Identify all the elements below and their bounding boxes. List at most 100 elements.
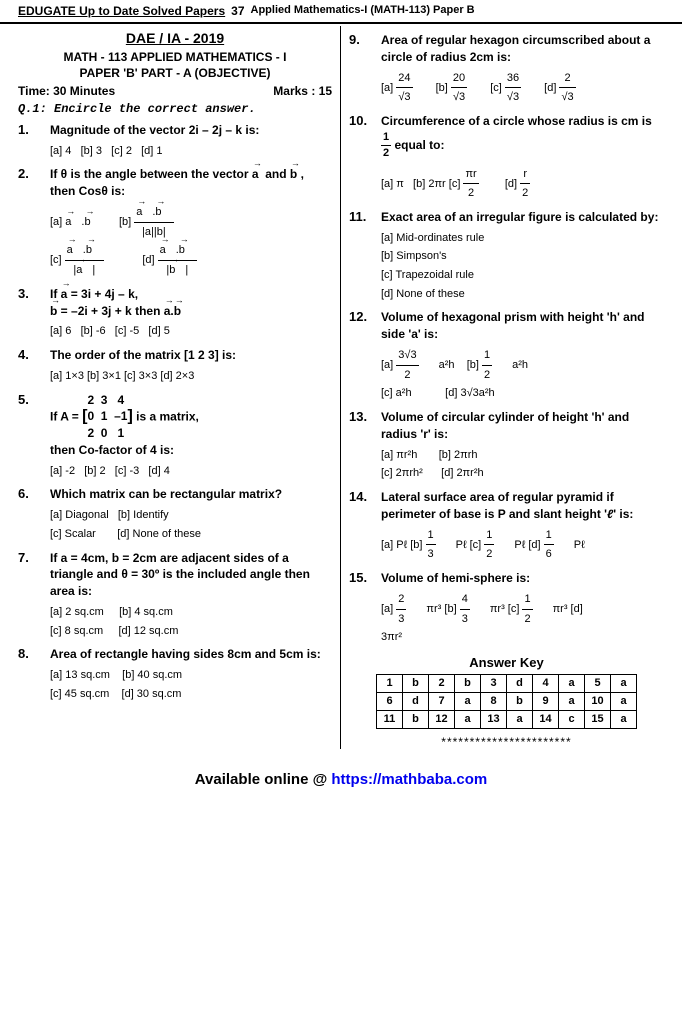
question-options: [a] 4 [b] 3 [c] 2 [d] 1 bbox=[50, 142, 332, 161]
question-options: [a] 1×3 [b] 3×1 [c] 3×3 [d] 2×3 bbox=[50, 367, 332, 386]
exam-title: DAE / IA - 2019 bbox=[18, 30, 332, 46]
answer-cell: 6 bbox=[377, 692, 403, 710]
question-text: Exact area of an irregular figure is cal… bbox=[381, 209, 664, 226]
question-text: Magnitude of the vector 2i – 2j – k is: bbox=[50, 122, 332, 139]
answer-cell: 15 bbox=[585, 710, 611, 728]
answer-cell: b bbox=[403, 674, 429, 692]
question-options: [a] 6 [b] -6 [c] -5 [d] 5 bbox=[50, 322, 332, 341]
question-text: Circumference of a circle whose radius i… bbox=[381, 113, 664, 162]
answer-cell: 5 bbox=[585, 674, 611, 692]
question: 10.Circumference of a circle whose radiu… bbox=[349, 113, 664, 203]
question-number: 8. bbox=[18, 646, 50, 703]
answer-cell: a bbox=[611, 710, 637, 728]
question-number: 4. bbox=[18, 347, 50, 385]
question-text: If θ is the angle between the vector a a… bbox=[50, 166, 332, 200]
question: 1.Magnitude of the vector 2i – 2j – k is… bbox=[18, 122, 332, 160]
divider-stars: *********************** bbox=[349, 735, 664, 749]
page-footer: Available online @ https://mathbaba.com bbox=[0, 771, 682, 788]
question-options: [a] Mid-ordinates rule[b] Simpson's[c] T… bbox=[381, 229, 664, 304]
answer-cell: 11 bbox=[377, 710, 403, 728]
question: 14.Lateral surface area of regular pyram… bbox=[349, 489, 664, 564]
question-options: [a] Diagonal [b] Identify[c] Scalar [d] … bbox=[50, 506, 332, 543]
answer-cell: 2 bbox=[429, 674, 455, 692]
answer-cell: 8 bbox=[481, 692, 507, 710]
question-number: 3. bbox=[18, 286, 50, 341]
question-number: 1. bbox=[18, 122, 50, 160]
question-text: Which matrix can be rectangular matrix? bbox=[50, 486, 332, 503]
answer-key-title: Answer Key bbox=[349, 655, 664, 670]
question: 5.If A = [2 3 40 1 –12 0 1] is a matrix,… bbox=[18, 392, 332, 481]
answer-cell: a bbox=[455, 710, 481, 728]
exam-marks: Marks : 15 bbox=[273, 84, 332, 98]
answer-cell: 14 bbox=[533, 710, 559, 728]
question-text: The order of the matrix [1 2 3] is: bbox=[50, 347, 332, 364]
question-text: Volume of hexagonal prism with height 'h… bbox=[381, 309, 664, 343]
question-number: 13. bbox=[349, 409, 381, 483]
footer-link[interactable]: https://mathbaba.com bbox=[331, 771, 487, 788]
exam-time: Time: 30 Minutes bbox=[18, 84, 115, 98]
question-options: [a] a.b [b] a.b|a||b|[c] a.b|a| [d] a.b|… bbox=[50, 203, 332, 280]
question-number: 5. bbox=[18, 392, 50, 481]
answer-cell: 1 bbox=[377, 674, 403, 692]
question-options: [a] 3√32a²h [b] 12a²h[c] a²h [d] 3√3a²h bbox=[381, 346, 664, 403]
question: 7.If a = 4cm, b = 2cm are adjacent sides… bbox=[18, 550, 332, 641]
left-column: DAE / IA - 2019 MATH - 113 APPLIED MATHE… bbox=[18, 26, 341, 749]
question-number: 15. bbox=[349, 570, 381, 647]
answer-cell: a bbox=[507, 710, 533, 728]
question-number: 12. bbox=[349, 309, 381, 403]
question-options: [a] 13 sq.cm [b] 40 sq.cm[c] 45 sq.cm [d… bbox=[50, 666, 332, 703]
page-header: EDUGATE Up to Date Solved Papers 37 Appl… bbox=[0, 0, 682, 24]
question-number: 14. bbox=[349, 489, 381, 564]
question: 13.Volume of circular cylinder of height… bbox=[349, 409, 664, 483]
answer-cell: 10 bbox=[585, 692, 611, 710]
question: 9.Area of regular hexagon circumscribed … bbox=[349, 32, 664, 107]
question: 11.Exact area of an irregular figure is … bbox=[349, 209, 664, 304]
question-number: 6. bbox=[18, 486, 50, 543]
header-brand: EDUGATE Up to Date Solved Papers bbox=[18, 4, 225, 18]
question-number: 2. bbox=[18, 166, 50, 279]
question-options: [a] πr²h [b] 2πrh[c] 2πrh² [d] 2πr²h bbox=[381, 446, 664, 483]
question-text: Lateral surface area of regular pyramid … bbox=[381, 489, 664, 523]
question-options: [a] 23πr³ [b] 43πr³ [c] 12πr³ [d]3πr² bbox=[381, 590, 664, 647]
question-number: 11. bbox=[349, 209, 381, 304]
answer-cell: 4 bbox=[533, 674, 559, 692]
question: 12.Volume of hexagonal prism with height… bbox=[349, 309, 664, 403]
question: 2.If θ is the angle between the vector a… bbox=[18, 166, 332, 279]
question-text: If a = 4cm, b = 2cm are adjacent sides o… bbox=[50, 550, 332, 600]
answer-cell: a bbox=[455, 692, 481, 710]
answer-cell: d bbox=[507, 674, 533, 692]
answer-cell: c bbox=[559, 710, 585, 728]
exam-subject: MATH - 113 APPLIED MATHEMATICS - I bbox=[18, 50, 332, 64]
answer-cell: 12 bbox=[429, 710, 455, 728]
answer-cell: d bbox=[403, 692, 429, 710]
question: 4.The order of the matrix [1 2 3] is: [a]… bbox=[18, 347, 332, 385]
answer-cell: a bbox=[559, 692, 585, 710]
question: 15.Volume of hemi-sphere is: [a] 23πr³ [b… bbox=[349, 570, 664, 647]
footer-text: Available online @ bbox=[195, 771, 332, 788]
right-column: 9.Area of regular hexagon circumscribed … bbox=[341, 26, 664, 749]
question-options: [a] 2 sq.cm [b] 4 sq.cm[c] 8 sq.cm [d] 1… bbox=[50, 603, 332, 640]
answer-key-table: 1b2b3d4a5a6d7a8b9a10a11b12a13a14c15a bbox=[376, 674, 637, 729]
answer-cell: b bbox=[507, 692, 533, 710]
exam-paper: PAPER 'B' PART - A (OBJECTIVE) bbox=[18, 66, 332, 80]
content-area: DAE / IA - 2019 MATH - 113 APPLIED MATHE… bbox=[0, 24, 682, 751]
question-text: Area of rectangle having sides 8cm and 5… bbox=[50, 646, 332, 663]
answer-cell: 13 bbox=[481, 710, 507, 728]
question: 6.Which matrix can be rectangular matrix… bbox=[18, 486, 332, 543]
question-text: Volume of circular cylinder of height 'h… bbox=[381, 409, 664, 443]
question-text: Volume of hemi-sphere is: bbox=[381, 570, 664, 587]
answer-cell: a bbox=[559, 674, 585, 692]
question-number: 7. bbox=[18, 550, 50, 641]
question-options: [a] 24√3 [b] 20√3 [c] 36√3 [d] 2√3 bbox=[381, 69, 664, 107]
question-text: Area of regular hexagon circumscribed ab… bbox=[381, 32, 664, 66]
question-options: [a] -2 [b] 2 [c] -3 [d] 4 bbox=[50, 462, 332, 481]
answer-cell: b bbox=[455, 674, 481, 692]
header-subject: Applied Mathematics-I (MATH-113) Paper B bbox=[251, 4, 475, 18]
question-options: [a] Pℓ [b] 13Pℓ [c] 12Pℓ [d] 16Pℓ bbox=[381, 526, 664, 564]
answer-cell: a bbox=[611, 674, 637, 692]
question-options: [a] π [b] 2πr [c] πr2 [d] r2 bbox=[381, 165, 664, 203]
page-number: 37 bbox=[231, 4, 244, 18]
question-text: If A = [2 3 40 1 –12 0 1] is a matrix,th… bbox=[50, 392, 332, 459]
answer-cell: b bbox=[403, 710, 429, 728]
instruction: Q.1: Encircle the correct answer. bbox=[18, 102, 332, 116]
